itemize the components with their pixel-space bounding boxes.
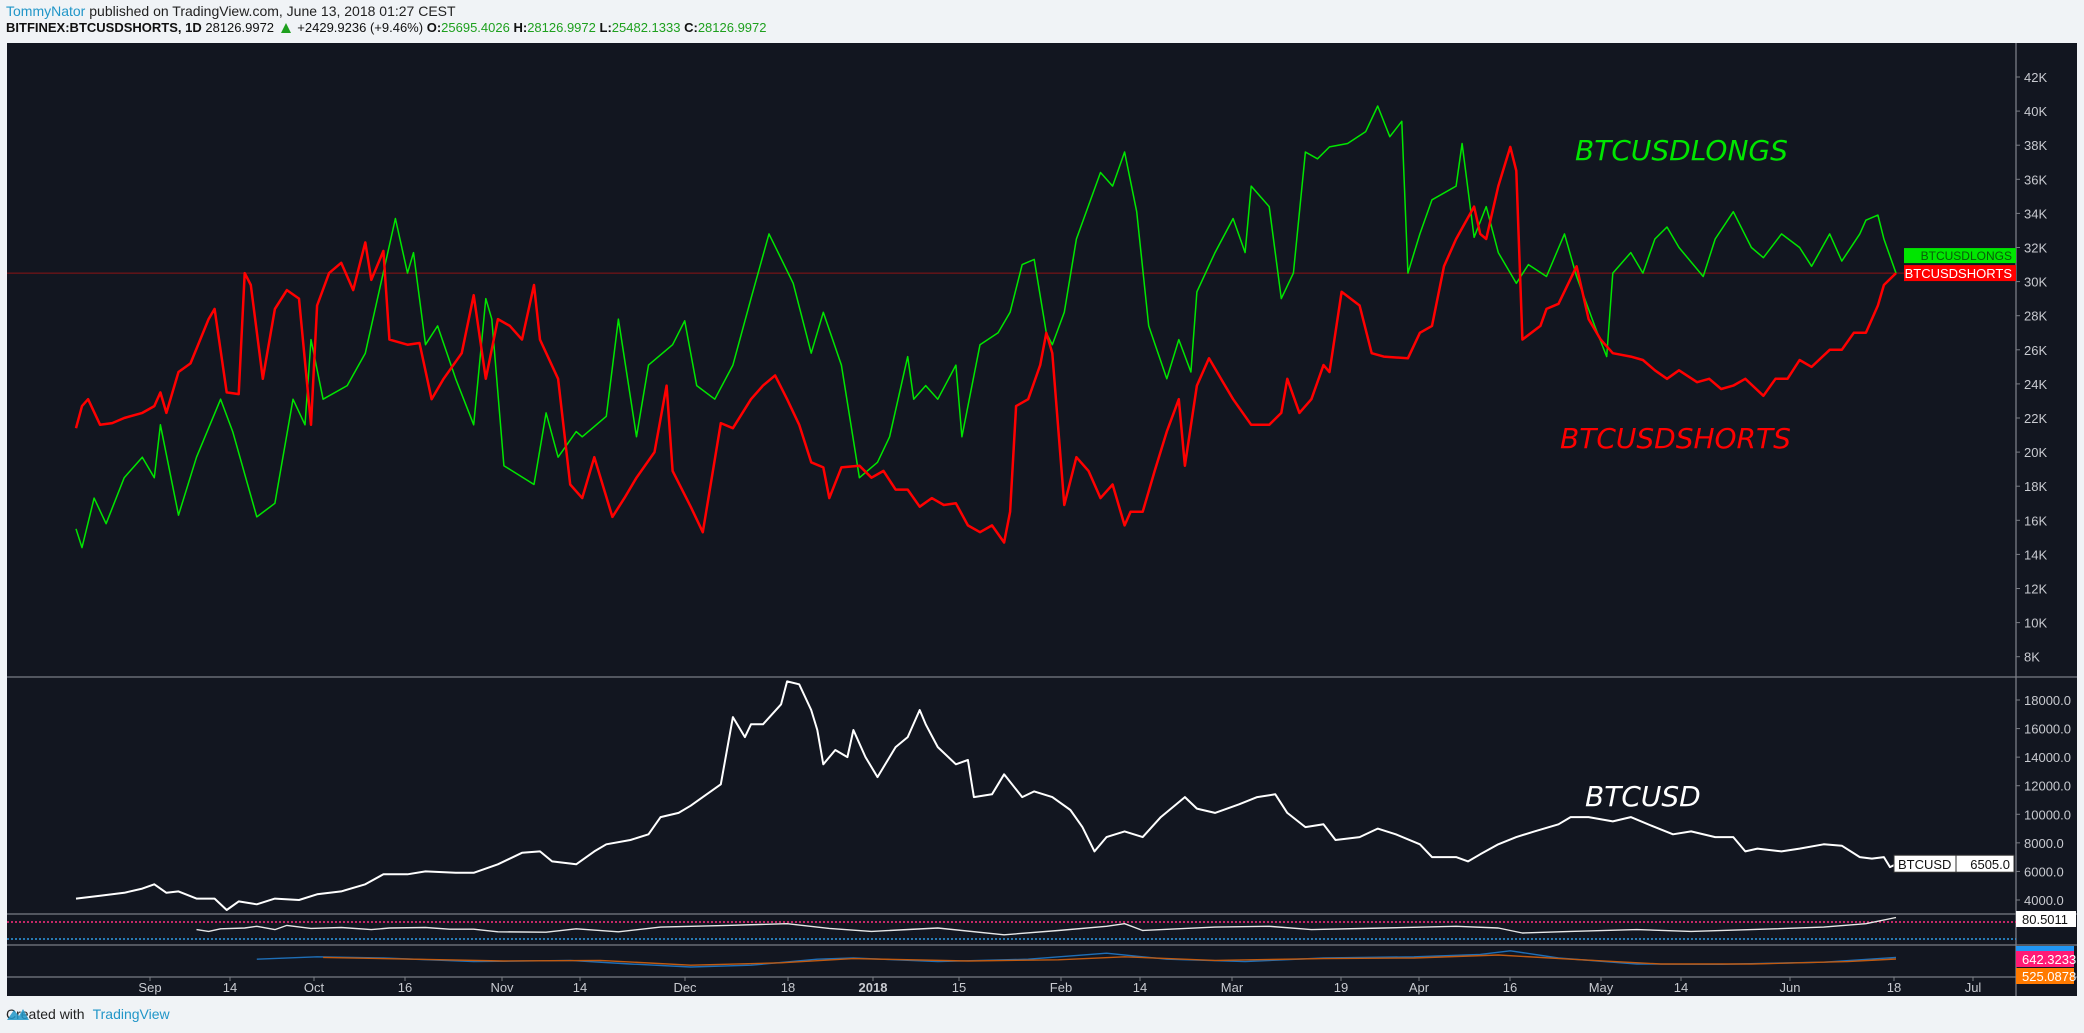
price-tick-label: 40K bbox=[2024, 104, 2047, 119]
time-tick-label: Feb bbox=[1050, 980, 1072, 995]
time-tick-label: 18 bbox=[1887, 980, 1901, 995]
price-tick-label: 14000.0 bbox=[2024, 750, 2071, 765]
symbol-name: BITFINEX:BTCUSDSHORTS, 1D bbox=[6, 20, 202, 35]
price-tick-label: 14K bbox=[2024, 547, 2047, 562]
price-tick-label: 8K bbox=[2024, 650, 2040, 665]
time-tick-label: Jun bbox=[1780, 980, 1801, 995]
time-tick-label: Nov bbox=[490, 980, 514, 995]
btcusd-value-label: 6505.0 bbox=[1970, 857, 2010, 872]
tradingview-logo-icon bbox=[7, 1009, 29, 1020]
price-tick-label: 36K bbox=[2024, 172, 2047, 187]
price-tick-label: 38K bbox=[2024, 138, 2047, 153]
symbol-legend: BITFINEX:BTCUSDSHORTS, 1D 28126.9972 +24… bbox=[6, 20, 767, 35]
price-tick-label: 24K bbox=[2024, 377, 2047, 392]
price-tick-label: 8000.0 bbox=[2024, 836, 2064, 851]
oscillator-value-label-bg bbox=[2016, 951, 2074, 967]
open-label: O: bbox=[426, 20, 442, 35]
published-text: published on TradingView.com, June 13, 2… bbox=[89, 3, 456, 19]
low-value: 25482.1333 bbox=[611, 20, 681, 35]
publish-info: TommyNator published on TradingView.com,… bbox=[6, 3, 456, 19]
longs-annotation: BTCUSDLONGS bbox=[1575, 134, 1788, 167]
btcusd-name-label: BTCUSD bbox=[1898, 857, 1951, 872]
rsi-value-label: 80.5011 bbox=[2022, 912, 2068, 927]
tradingview-link[interactable]: TradingView bbox=[92, 1006, 170, 1022]
btcusd-line bbox=[75, 680, 1897, 911]
time-tick-label: 19 bbox=[1334, 980, 1348, 995]
longs-price-label-bg bbox=[1904, 248, 2016, 264]
oscillator-value-label: 642.3233 bbox=[2022, 952, 2076, 967]
oscillator-line-b bbox=[323, 954, 1897, 966]
time-tick-label: Jul bbox=[1965, 980, 1982, 995]
oscillator-value-label-2: 525.0878 bbox=[2022, 969, 2076, 984]
price-tick-label: 18000.0 bbox=[2024, 693, 2071, 708]
time-tick-label: 14 bbox=[1133, 980, 1147, 995]
low-label: L: bbox=[599, 20, 612, 35]
oscillator-label-blue bbox=[2016, 946, 2074, 951]
high-label: H: bbox=[513, 20, 528, 35]
price-tick-label: 10K bbox=[2024, 616, 2047, 631]
time-tick-label: Oct bbox=[304, 980, 325, 995]
time-tick-label: 16 bbox=[1503, 980, 1517, 995]
chart-svg[interactable]: 42K 40K 38K 36K 34K 32K 30K 28K 26K 24K 22K 20K 18K 1… bbox=[7, 43, 2077, 996]
price-tick-label: 20K bbox=[2024, 445, 2047, 460]
time-tick-label: 18 bbox=[781, 980, 795, 995]
time-tick-label: 15 bbox=[952, 980, 966, 995]
shorts-price-label-bg bbox=[1904, 265, 2016, 282]
triangle-up-icon bbox=[280, 23, 291, 33]
price-tick-label: 34K bbox=[2024, 206, 2047, 221]
close-label: C: bbox=[684, 20, 698, 35]
oscillator-value-label-bg-2 bbox=[2016, 968, 2074, 984]
rsi-value-label-bg bbox=[2016, 911, 2076, 927]
price-tick-label: 30K bbox=[2024, 275, 2047, 290]
longs-price-label: BTCUSDLONGS bbox=[1921, 249, 2012, 263]
time-tick-label: 14 bbox=[1674, 980, 1688, 995]
btcusd-value-label-bg bbox=[1955, 854, 2015, 873]
price-tick-label: 4000.0 bbox=[2024, 893, 2064, 908]
time-tick-label: Apr bbox=[1409, 980, 1430, 995]
price-tick-label: 10000.0 bbox=[2024, 807, 2071, 822]
shorts-annotation: BTCUSDSHORTS bbox=[1560, 422, 1791, 455]
author-link[interactable]: TommyNator bbox=[6, 3, 86, 19]
chart-canvas[interactable]: 42K 40K 38K 36K 34K 32K 30K 28K 26K 24K 22K 20K 18K 1… bbox=[7, 43, 2077, 996]
open-value: 25695.4026 bbox=[441, 20, 510, 35]
time-tick-label: Dec bbox=[673, 980, 697, 995]
price-tick-label: 22K bbox=[2024, 411, 2047, 426]
price-tick-label: 6000.0 bbox=[2024, 864, 2064, 879]
price-tick-label: 26K bbox=[2024, 343, 2047, 358]
time-tick-label: 16 bbox=[398, 980, 412, 995]
price-tick-label: 18K bbox=[2024, 479, 2047, 494]
longs-line bbox=[75, 105, 1897, 549]
price-tick-label: 32K bbox=[2024, 241, 2047, 256]
rsi-line bbox=[196, 916, 1897, 936]
price-tick-label: 12K bbox=[2024, 582, 2047, 597]
time-tick-label: 2018 bbox=[859, 980, 888, 995]
price-tick-label: 42K bbox=[2024, 70, 2047, 85]
shorts-line bbox=[74, 145, 1897, 544]
time-tick-label: 14 bbox=[223, 980, 237, 995]
price-tick-label: 28K bbox=[2024, 309, 2047, 324]
footer: Created with TradingView bbox=[6, 1006, 170, 1022]
time-tick-label: Sep bbox=[138, 980, 161, 995]
price-tick-label: 16K bbox=[2024, 513, 2047, 528]
last-price: 28126.9972 bbox=[205, 20, 275, 35]
shorts-price-label: BTCUSDSHORTS bbox=[1905, 266, 2013, 281]
time-tick-label: May bbox=[1589, 980, 1614, 995]
btcusd-annotation: BTCUSD bbox=[1585, 780, 1701, 813]
price-tick-label: 16000.0 bbox=[2024, 722, 2071, 737]
close-value: 28126.9972 bbox=[697, 20, 767, 35]
change: +2429.9236 (+9.46%) bbox=[297, 20, 424, 35]
price-tick-label: 12000.0 bbox=[2024, 779, 2071, 794]
high-value: 28126.9972 bbox=[527, 20, 596, 35]
time-tick-label: 14 bbox=[573, 980, 587, 995]
time-tick-label: Mar bbox=[1221, 980, 1244, 995]
